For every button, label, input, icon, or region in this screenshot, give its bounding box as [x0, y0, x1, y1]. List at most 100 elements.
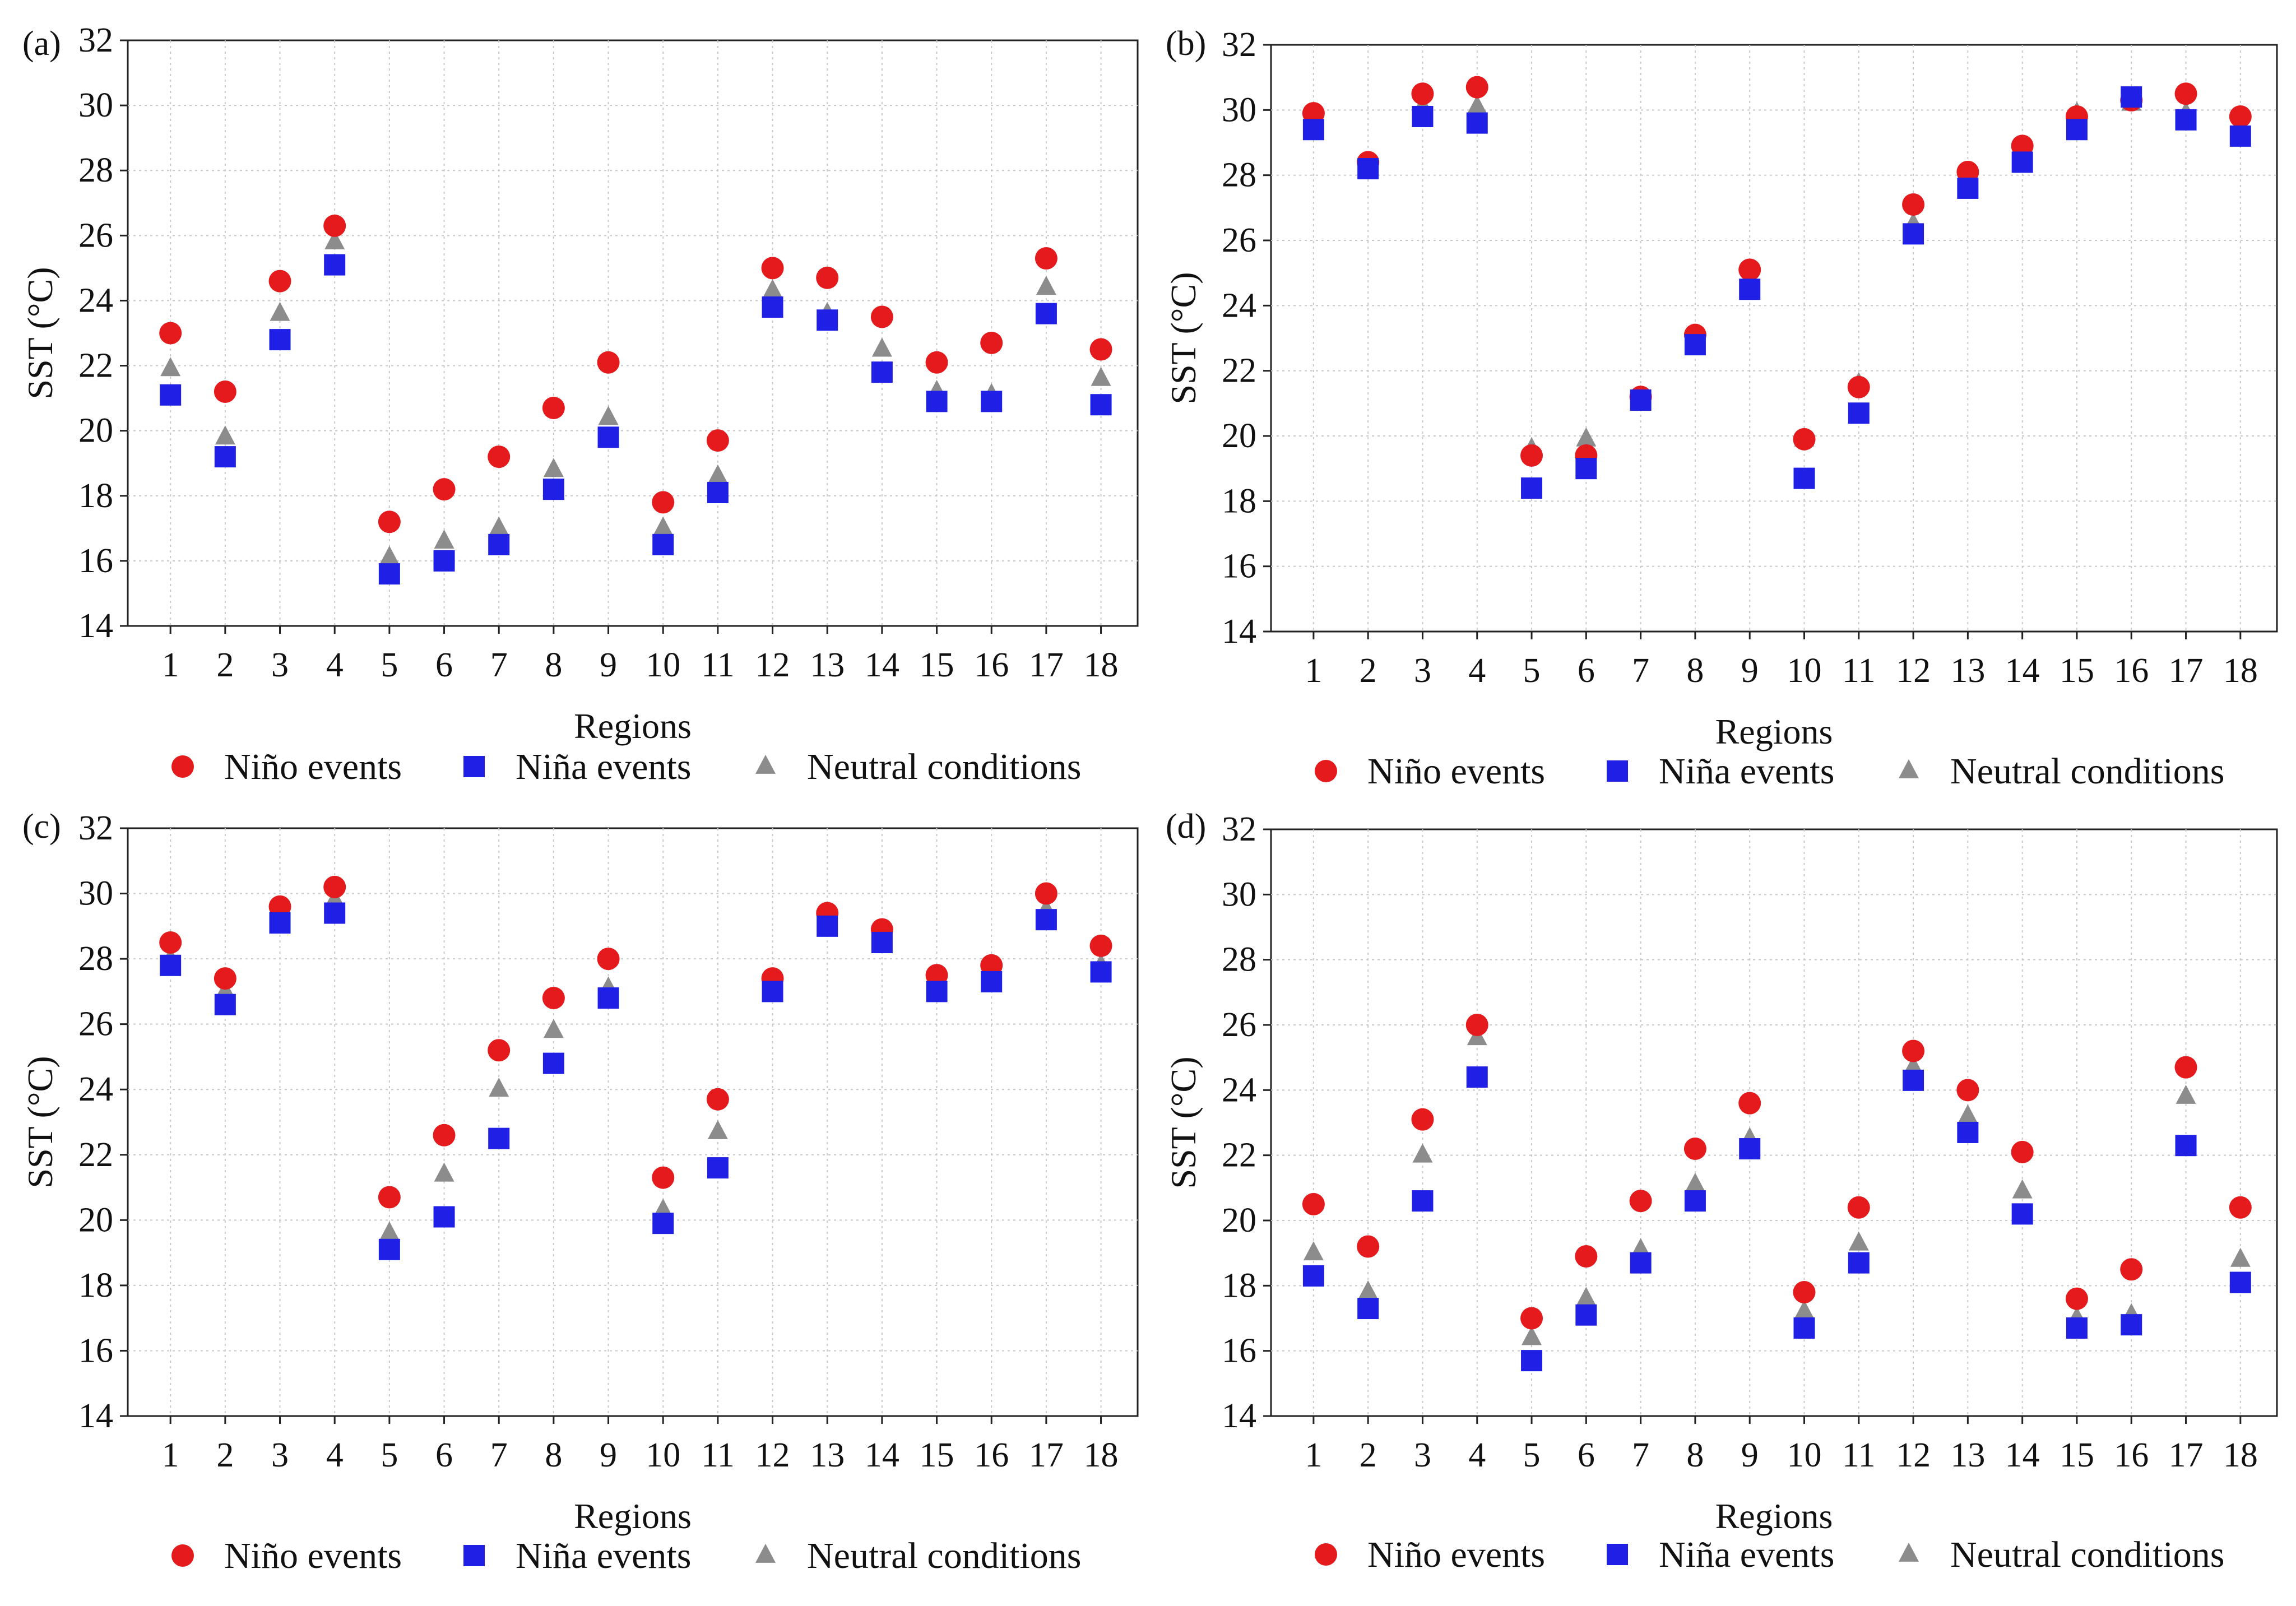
x-tick-label: 1	[162, 1436, 179, 1474]
x-tick-label: 18	[1084, 646, 1119, 684]
legend-label-nino: Niño events	[224, 746, 402, 787]
nino-point	[1793, 1280, 1816, 1303]
x-tick-label: 3	[271, 646, 289, 684]
x-tick-label: 14	[2005, 1436, 2040, 1474]
nina-point	[707, 1157, 729, 1179]
nino-point	[378, 510, 401, 533]
x-tick-label: 10	[1787, 1436, 1821, 1474]
nino-point	[652, 491, 675, 514]
legend-marker-nino	[1315, 1543, 1337, 1566]
y-tick-label: 28	[78, 151, 113, 189]
x-tick-label: 3	[1414, 1436, 1431, 1474]
nino-point	[268, 895, 291, 918]
nino-point	[980, 331, 1003, 354]
nino-point	[159, 322, 182, 345]
neutral-point	[543, 458, 564, 477]
nina-point	[1466, 1066, 1488, 1088]
nina-point	[817, 309, 838, 331]
nina-point	[1684, 334, 1706, 356]
x-tick-label: 15	[920, 646, 954, 684]
y-tick-label: 30	[1222, 875, 1256, 913]
nino-point	[2174, 1056, 2197, 1079]
nina-point	[2229, 125, 2251, 147]
x-tick-label: 7	[1632, 1436, 1649, 1474]
nino-point	[706, 429, 729, 452]
legend-label-neutral: Neutral conditions	[807, 1535, 1081, 1576]
neutral-point	[379, 1221, 400, 1241]
x-tick-label: 16	[2114, 652, 2149, 690]
nino-point	[1302, 102, 1325, 125]
x-tick-label: 2	[1360, 652, 1377, 690]
nina-point	[1357, 1298, 1379, 1320]
nina-point	[324, 902, 346, 924]
y-tick-label: 22	[1222, 352, 1256, 390]
x-tick-label: 9	[1741, 1436, 1759, 1474]
y-tick-label: 16	[78, 1331, 113, 1370]
nino-point	[652, 1166, 675, 1189]
x-tick-label: 5	[381, 646, 398, 684]
x-tick-label: 1	[162, 646, 179, 684]
nino-point	[542, 987, 565, 1010]
nino-point	[214, 380, 236, 403]
y-tick-label: 16	[1222, 547, 1256, 586]
nina-point	[1412, 105, 1434, 127]
y-tick-label: 14	[1222, 612, 1256, 651]
nina-point	[597, 987, 619, 1009]
x-tick-label: 13	[810, 646, 845, 684]
x-tick-label: 16	[974, 1436, 1009, 1474]
nina-point	[1035, 909, 1057, 931]
nino-point	[1520, 444, 1543, 467]
x-tick-label: 17	[1029, 646, 1064, 684]
neutral-point	[434, 1162, 454, 1182]
x-tick-label: 11	[701, 646, 735, 684]
legend: Niño events Niña events Neutral conditions	[171, 1535, 1081, 1576]
y-tick-label: 16	[1222, 1332, 1256, 1370]
x-tick-label: 4	[326, 1436, 344, 1474]
y-tick-label: 18	[78, 477, 113, 515]
nina-point	[488, 533, 510, 555]
nina-point	[1848, 402, 1870, 424]
neutral-point	[379, 546, 400, 565]
nino-point	[980, 954, 1003, 977]
neutral-point	[1091, 366, 1111, 386]
nino-point	[1738, 1092, 1761, 1115]
panel-label: (b)	[1166, 25, 1206, 63]
x-tick-label: 2	[216, 1436, 234, 1474]
nina-point	[652, 533, 674, 555]
x-tick-label: 2	[1360, 1436, 1377, 1474]
y-tick-label: 32	[78, 809, 113, 847]
x-tick-label: 8	[545, 1436, 562, 1474]
legend-marker-nino	[171, 755, 194, 778]
nino-point	[2174, 82, 2197, 105]
nina-point	[1575, 1304, 1597, 1326]
nina-point	[1035, 303, 1057, 324]
x-tick-label: 13	[1950, 1436, 1985, 1474]
legend: Niño events Niña events Neutral conditions	[171, 746, 1081, 787]
neutral-point	[324, 230, 345, 249]
x-tick-label: 12	[1896, 1436, 1931, 1474]
nina-point	[2011, 1203, 2033, 1225]
x-tick-label: 5	[1523, 652, 1541, 690]
nino-point	[433, 478, 456, 501]
x-tick-label: 11	[1842, 1436, 1876, 1474]
y-tick-label: 18	[1222, 1266, 1256, 1305]
gridlines	[128, 828, 1138, 1416]
nina-point	[1521, 477, 1543, 499]
y-tick-label: 30	[78, 86, 113, 124]
y-tick-label: 14	[78, 1397, 113, 1435]
nino-point	[1089, 934, 1112, 957]
neutral-point	[1958, 1104, 1978, 1124]
nina-point	[2121, 1314, 2142, 1336]
neutral-point	[1522, 1326, 1542, 1345]
x-tick-label: 8	[1686, 652, 1704, 690]
x-tick-label: 7	[1632, 652, 1649, 690]
nina-point	[2175, 1135, 2197, 1157]
nina-point	[1090, 961, 1112, 983]
nino-point	[2065, 1287, 2088, 1310]
legend-label-nina: Niña events	[1659, 751, 1834, 792]
nina-point	[2229, 1271, 2251, 1293]
legend-marker-neutral	[1899, 1542, 1919, 1562]
x-tick-label: 7	[490, 1436, 508, 1474]
